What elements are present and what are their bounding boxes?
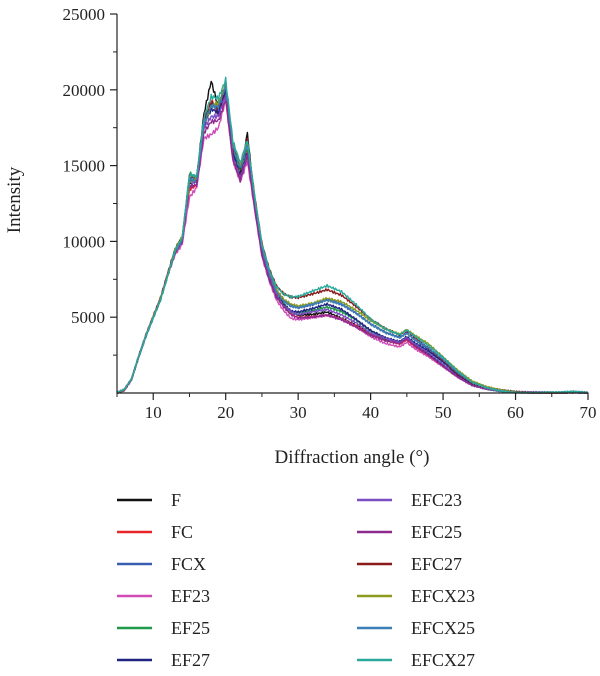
legend-label-efc23: EFC23 [411,490,462,510]
y-tick-label: 10000 [63,232,106,251]
y-tick-label: 25000 [63,5,106,24]
x-tick-label: 60 [507,403,524,422]
y-axis-title: Intensity [4,166,25,233]
series-line-ef27 [116,87,588,394]
legend-label-fcx: FCX [171,554,206,574]
x-tick-label: 50 [435,403,452,422]
series-line-ef25 [116,83,588,394]
legend-label-f: F [171,490,181,510]
y-tick-label: 20000 [63,81,106,100]
y-tick-label: 5000 [71,308,105,327]
x-tick-label: 20 [217,403,234,422]
x-tick-label: 70 [580,403,597,422]
legend-label-efcx27: EFCX27 [411,650,475,670]
legend: F FC FCX EF23 EF25 EF27 EFC23 EFC25 EFC27 EFCX23 E… [117,490,475,670]
legend-label-efcx25: EFCX25 [411,618,475,638]
series-line-efc25 [117,100,588,394]
legend-label-efc25: EFC25 [411,522,462,542]
series-line-fc [116,95,589,394]
x-tick-label: 40 [362,403,379,422]
series-line-fcx [116,86,589,394]
ticks: 10 20 30 40 50 60 70 5000 10000 15000 20000 25000 [63,5,597,422]
legend-label-efc27: EFC27 [411,554,462,574]
x-tick-label: 10 [145,403,162,422]
series-line-efc23 [117,94,588,394]
series-line-efcx27 [116,76,588,394]
series-line-efcx23 [116,85,589,394]
series-line-f [117,80,588,394]
series-line-efcx25 [116,84,589,394]
series-line-ef23 [116,99,589,394]
y-tick-label: 15000 [63,157,106,176]
x-axis-title: Diffraction angle (°) [275,447,430,468]
series-line-efc27 [116,87,589,394]
legend-label-efcx23: EFCX23 [411,586,475,606]
legend-label-ef27: EF27 [171,650,210,670]
legend-label-fc: FC [171,522,193,542]
x-tick-label: 30 [290,403,307,422]
legend-label-ef25: EF25 [171,618,210,638]
plot-area [116,76,589,394]
legend-label-ef23: EF23 [171,586,210,606]
